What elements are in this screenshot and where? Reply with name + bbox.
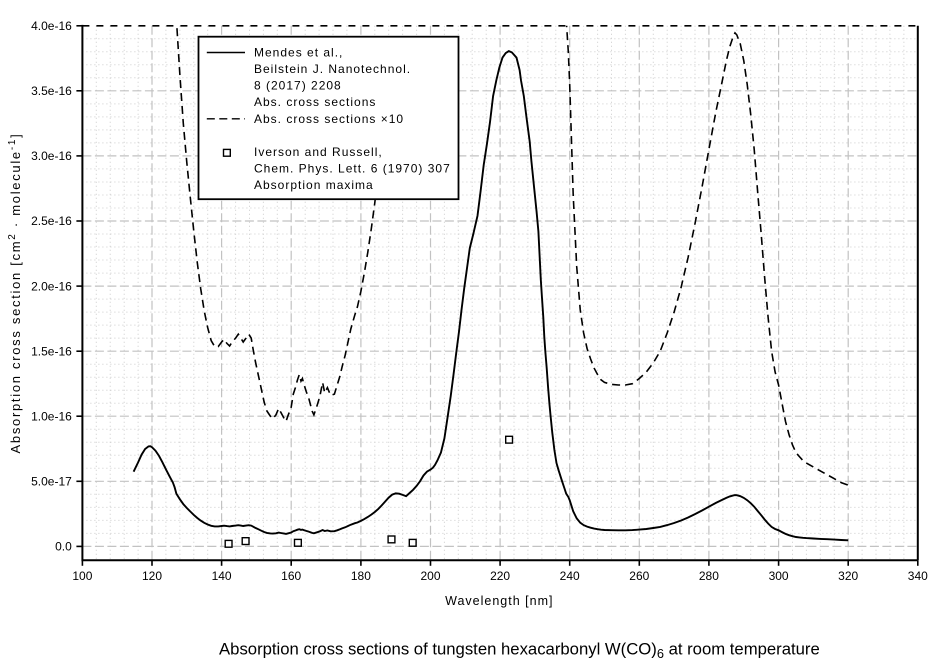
svg-text:0.0: 0.0 [55,540,72,554]
svg-text:320: 320 [838,569,858,583]
svg-text:2.0e-16: 2.0e-16 [31,279,72,293]
svg-text:4.0e-16: 4.0e-16 [31,19,72,33]
svg-text:Absorption cross section [cm2: Absorption cross section [cm2 · molecule… [7,133,23,454]
svg-text:280: 280 [699,569,719,583]
svg-text:160: 160 [281,569,301,583]
svg-text:Mendes et al.,: Mendes et al., [254,45,343,59]
svg-text:100: 100 [72,569,92,583]
svg-text:Chem. Phys. Lett. 6 (1970) 307: Chem. Phys. Lett. 6 (1970) 307 [254,162,451,176]
svg-text:200: 200 [420,569,440,583]
svg-text:220: 220 [490,569,510,583]
svg-text:Iverson and Russell,: Iverson and Russell, [254,145,383,159]
svg-text:240: 240 [560,569,580,583]
svg-text:260: 260 [629,569,649,583]
svg-text:2.5e-16: 2.5e-16 [31,214,72,228]
svg-text:3.0e-16: 3.0e-16 [31,149,72,163]
svg-text:1.5e-16: 1.5e-16 [31,344,72,358]
svg-text:5.0e-17: 5.0e-17 [31,475,72,489]
svg-text:Beilstein J. Nanotechnol.: Beilstein J. Nanotechnol. [254,62,411,76]
svg-text:Abs. cross sections: Abs. cross sections [254,95,376,109]
svg-text:120: 120 [142,569,162,583]
svg-text:300: 300 [769,569,789,583]
svg-text:340: 340 [908,569,928,583]
svg-text:Wavelength [nm]: Wavelength [nm] [445,594,553,608]
svg-text:Absorption maxima: Absorption maxima [254,178,374,192]
svg-text:Abs. cross sections ×10: Abs. cross sections ×10 [254,112,404,126]
svg-text:Absorption cross sections of t: Absorption cross sections of tungsten he… [219,640,820,662]
svg-text:8 (2017) 2208: 8 (2017) 2208 [254,79,342,93]
svg-text:1.0e-16: 1.0e-16 [31,409,72,423]
svg-text:3.5e-16: 3.5e-16 [31,84,72,98]
svg-text:140: 140 [212,569,232,583]
svg-text:180: 180 [351,569,371,583]
